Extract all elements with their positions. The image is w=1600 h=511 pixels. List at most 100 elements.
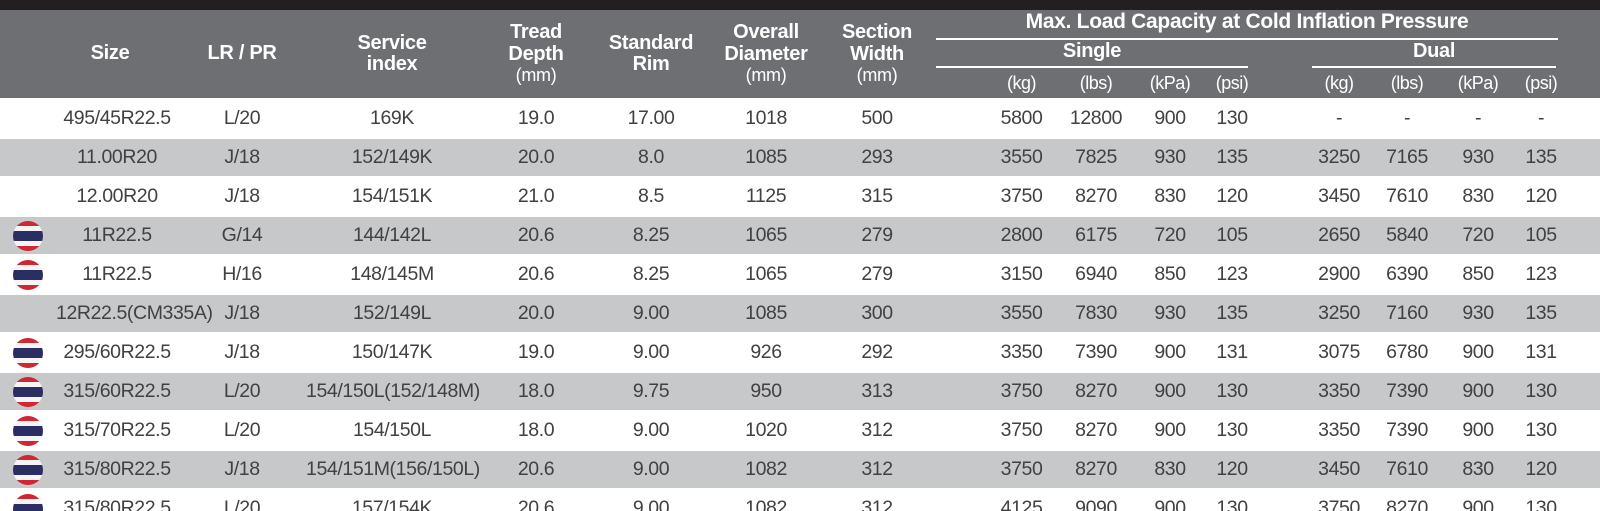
dual-lbs-cell: 7610 <box>1372 176 1443 217</box>
standard-rim-cell: 8.0 <box>594 137 709 178</box>
lr-pr-cell: L/20 <box>178 410 307 451</box>
col-header-dual-lbs: (lbs) <box>1372 68 1443 99</box>
service-index-cell: 154/150L <box>306 410 479 451</box>
standard-rim-cell: 17.00 <box>594 98 709 139</box>
single-lbs-cell: 8270 <box>1058 410 1135 451</box>
table-row: 315/60R22.5 L/20 154/150L(152/148M) 18.0… <box>0 371 1600 412</box>
tread-depth-cell: 20.6 <box>478 254 595 295</box>
col-header-single-lbs: (lbs) <box>1058 68 1135 99</box>
spacer-cell <box>930 332 986 373</box>
section-width-cell: 315 <box>824 176 931 217</box>
col-header-dual: Dual <box>1306 40 1600 68</box>
single-lbs-cell: 12800 <box>1058 98 1135 139</box>
single-kpa-cell: 900 <box>1134 410 1207 451</box>
dual-kg-cell: 3450 <box>1306 176 1373 217</box>
single-kg-cell: 3350 <box>985 332 1059 373</box>
dual-psi-cell: 130 <box>1514 371 1569 412</box>
col-header-single: Single <box>930 40 1259 68</box>
spacer-cell <box>1258 488 1307 511</box>
spacer-cell <box>930 449 986 490</box>
flag-cell <box>0 137 56 178</box>
col-header-dual-kpa: (kPa) <box>1442 68 1515 99</box>
row-end-pad <box>1568 137 1600 178</box>
section-width-cell: 279 <box>824 254 931 295</box>
thailand-flag-icon <box>13 415 43 446</box>
tread-depth-cell: 19.0 <box>478 98 595 139</box>
overall-diameter-cell: 1085 <box>708 293 825 334</box>
dual-kpa-cell: 900 <box>1442 410 1515 451</box>
tread-depth-cell: 18.0 <box>478 410 595 451</box>
spacer-cell <box>930 98 986 139</box>
single-kpa-cell: 900 <box>1134 371 1207 412</box>
service-index-cell: 148/145M <box>306 254 479 295</box>
standard-rim-cell: 9.00 <box>594 293 709 334</box>
tread-depth-cell: 20.6 <box>478 215 595 256</box>
spacer-cell <box>1258 371 1307 412</box>
tread-depth-cell: 18.0 <box>478 371 595 412</box>
dual-kpa-cell: 850 <box>1442 254 1515 295</box>
single-psi-cell: 135 <box>1206 137 1259 178</box>
spacer-cell <box>1258 137 1307 178</box>
size-cell: 12R22.5(CM335A) <box>56 293 213 334</box>
lr-pr-cell: G/14 <box>178 215 307 256</box>
single-kg-cell: 3550 <box>985 293 1059 334</box>
thailand-flag-icon <box>13 376 43 407</box>
single-kg-cell: 3150 <box>985 254 1059 295</box>
row-end-pad <box>1568 449 1600 490</box>
single-kg-cell: 3750 <box>985 449 1059 490</box>
col-header-size: Size <box>0 10 179 99</box>
table-row: 12.00R20 J/18 154/151K 21.0 8.5 1125 315… <box>0 176 1600 217</box>
single-kg-cell: 3550 <box>985 137 1059 178</box>
section-width-cell: 300 <box>824 293 931 334</box>
row-end-pad <box>1568 488 1600 511</box>
flag-cell <box>0 371 56 412</box>
single-kpa-cell: 720 <box>1134 215 1207 256</box>
dual-kg-cell: 3350 <box>1306 410 1373 451</box>
flag-cell <box>0 410 56 451</box>
col-header-overall-diameter: Overall Diameter (mm) <box>708 10 825 99</box>
single-psi-cell: 105 <box>1206 215 1259 256</box>
col-header-max-load-capacity: Max. Load Capacity at Cold Inflation Pre… <box>930 10 1600 40</box>
dual-lbs-cell: 6780 <box>1372 332 1443 373</box>
col-header-standard-rim: Standard Rim <box>594 10 709 99</box>
col-header-service-index: Service index <box>306 10 479 99</box>
single-lbs-cell: 8270 <box>1058 449 1135 490</box>
spacer-cell <box>1258 449 1307 490</box>
dual-kg-cell: 3350 <box>1306 371 1373 412</box>
dual-psi-cell: 105 <box>1514 215 1569 256</box>
dual-kpa-cell: 830 <box>1442 449 1515 490</box>
spacer-cell <box>930 371 986 412</box>
lr-pr-cell: J/18 <box>178 332 307 373</box>
size-cell: 12.00R20 <box>56 176 179 217</box>
lr-pr-cell: J/18 <box>178 449 307 490</box>
table-row: 11.00R20 J/18 152/149K 20.0 8.0 1085 293… <box>0 137 1600 178</box>
single-psi-cell: 135 <box>1206 293 1259 334</box>
dual-psi-cell: 130 <box>1514 488 1569 511</box>
size-cell: 315/80R22.5 <box>56 449 179 490</box>
lr-pr-cell: J/18 <box>178 137 307 178</box>
dual-psi-cell: 120 <box>1514 176 1569 217</box>
single-psi-cell: 120 <box>1206 449 1259 490</box>
dual-lbs-cell: - <box>1372 98 1443 139</box>
single-psi-cell: 120 <box>1206 176 1259 217</box>
overall-diameter-cell: 1020 <box>708 410 825 451</box>
dual-lbs-cell: 7165 <box>1372 137 1443 178</box>
service-index-cell: 154/151M(156/150L) <box>306 449 480 490</box>
single-lbs-cell: 8270 <box>1058 371 1135 412</box>
dual-kg-cell: 2650 <box>1306 215 1373 256</box>
size-cell: 315/70R22.5 <box>56 410 179 451</box>
dual-lbs-cell: 7610 <box>1372 449 1443 490</box>
spacer-cell <box>930 488 986 511</box>
dual-kpa-cell: 900 <box>1442 488 1515 511</box>
dual-kpa-cell: 830 <box>1442 176 1515 217</box>
row-end-pad <box>1568 215 1600 256</box>
standard-rim-cell: 9.00 <box>594 410 709 451</box>
single-kg-cell: 5800 <box>985 98 1059 139</box>
single-kg-cell: 2800 <box>985 215 1059 256</box>
col-header-dual-kg: (kg) <box>1306 68 1373 99</box>
single-kpa-cell: 900 <box>1134 98 1207 139</box>
single-lbs-cell: 7825 <box>1058 137 1135 178</box>
flag-cell <box>0 332 56 373</box>
thailand-flag-icon <box>13 337 43 368</box>
single-lbs-cell: 7830 <box>1058 293 1135 334</box>
